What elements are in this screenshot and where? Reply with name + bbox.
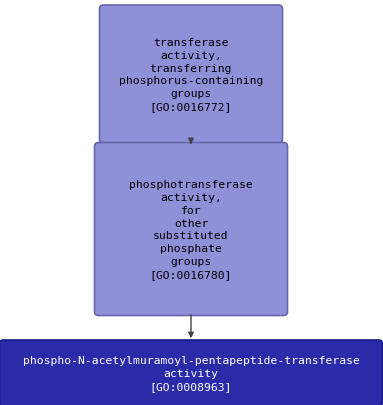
Text: phospho-N-acetylmuramoyl-pentapeptide-transferase
activity
[GO:0008963]: phospho-N-acetylmuramoyl-pentapeptide-tr… xyxy=(23,355,359,391)
FancyBboxPatch shape xyxy=(0,340,383,405)
FancyBboxPatch shape xyxy=(95,143,288,316)
Text: phosphotransferase
activity,
for
other
substituted
phosphate
groups
[GO:0016780]: phosphotransferase activity, for other s… xyxy=(129,180,253,279)
FancyBboxPatch shape xyxy=(100,6,283,144)
Text: transferase
activity,
transferring
phosphorus-containing
groups
[GO:0016772]: transferase activity, transferring phosp… xyxy=(119,38,263,112)
